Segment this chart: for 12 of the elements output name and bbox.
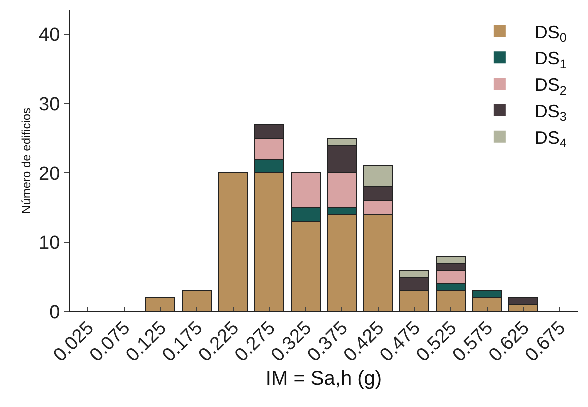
legend-label: DS$_{4}$ — [534, 128, 567, 151]
legend-label: DS$_{3}$ — [534, 101, 567, 124]
legend-label: DS$_{0}$ — [534, 22, 567, 46]
legend-label: DS$_{1}$ — [534, 48, 567, 72]
y-tick-label: 10 — [39, 233, 60, 254]
legend-label: DS$_{2}$ — [534, 75, 567, 98]
y-tick-label: 30 — [39, 94, 60, 116]
y-tick-label: 40 — [39, 24, 60, 46]
y-axis-title: Número de edificios — [19, 108, 34, 214]
x-axis-title: IM = Sa,h (g) — [266, 368, 382, 390]
y-tick-label: 0 — [50, 302, 60, 324]
y-tick-label: 20 — [39, 164, 60, 185]
